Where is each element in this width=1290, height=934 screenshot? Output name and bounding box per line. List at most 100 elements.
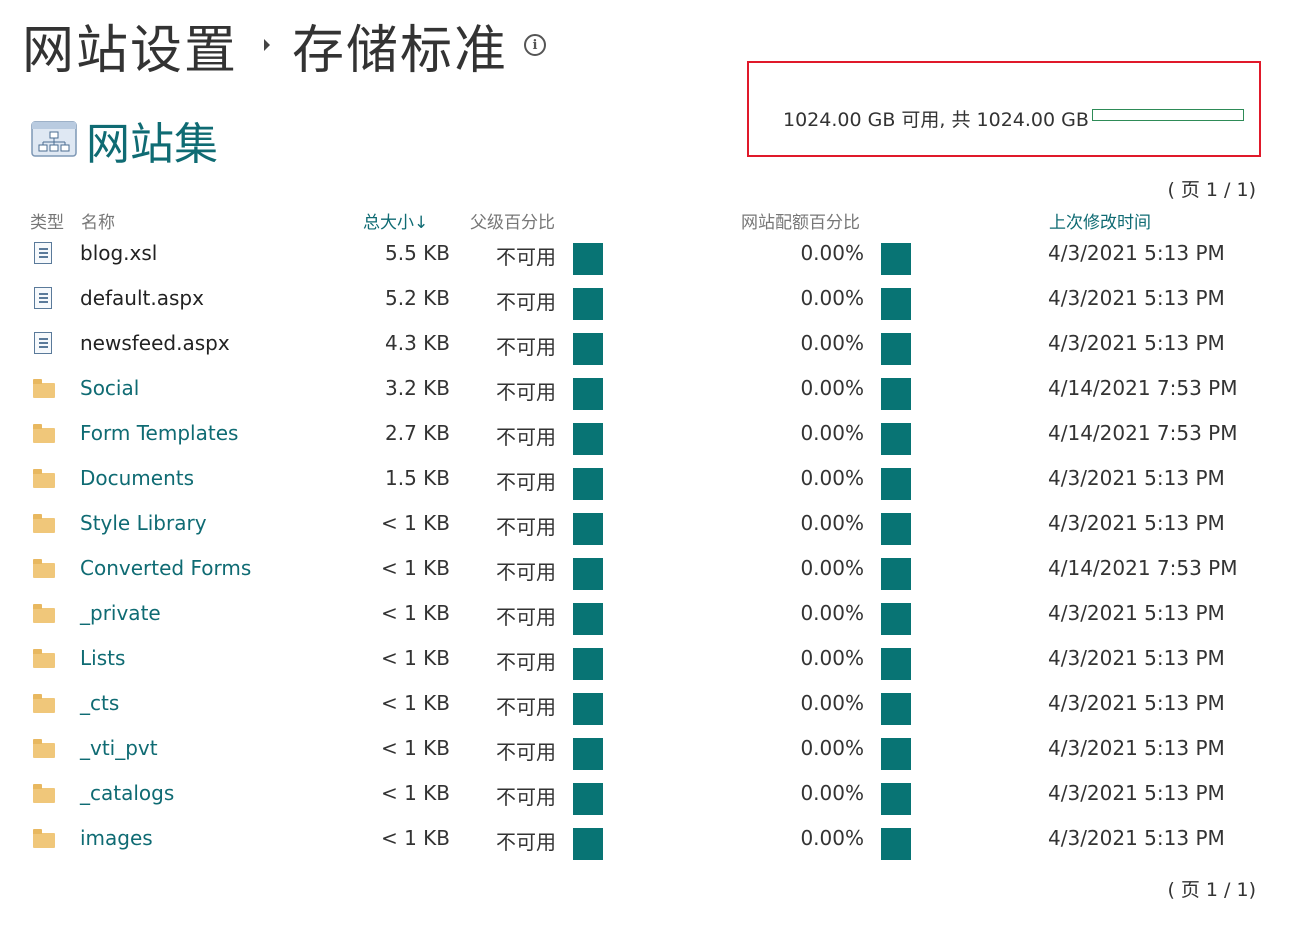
table-row: blog.xsl 5.5 KB 不可用 0.00% 4/3/2021 5:13 PM [0, 236, 1290, 281]
table-row: Converted Forms < 1 KB 不可用 0.00% 4/14/2021 7… [0, 551, 1290, 596]
table-row: _vti_pvt < 1 KB 不可用 0.00% 4/3/2021 5:13 PM [0, 731, 1290, 776]
quota-text: 1024.00 GB 可用, 共 1024.00 GB [783, 109, 1089, 131]
quota-percent-bar [881, 513, 911, 545]
table-row: _private < 1 KB 不可用 0.00% 4/3/2021 5:13 PM [0, 596, 1290, 641]
parent-percent-bar [573, 603, 603, 635]
column-header-type: 类型 [30, 213, 64, 233]
quota-percent-value: 0.00% [800, 691, 864, 715]
parent-percent-value: 不可用 [496, 605, 556, 629]
quota-percent-bar [881, 243, 911, 275]
document-icon [34, 332, 52, 354]
modified-date: 4/3/2021 5:13 PM [1048, 511, 1225, 535]
parent-percent-bar [573, 378, 603, 410]
parent-percent-bar [573, 783, 603, 815]
table-row: Social 3.2 KB 不可用 0.00% 4/14/2021 7:53 PM [0, 371, 1290, 416]
modified-date: 4/14/2021 7:53 PM [1048, 556, 1238, 580]
parent-percent-value: 不可用 [496, 695, 556, 719]
parent-percent-bar [573, 243, 603, 275]
folder-link[interactable]: Lists [80, 646, 126, 670]
quota-panel: 1024.00 GB 可用, 共 1024.00 GB [747, 61, 1261, 157]
quota-percent-bar [881, 288, 911, 320]
folder-link[interactable]: images [80, 826, 153, 850]
parent-percent-bar [573, 648, 603, 680]
quota-percent-bar [881, 423, 911, 455]
quota-percent-value: 0.00% [800, 601, 864, 625]
page-title: 网站设置 存储标准 i [22, 10, 547, 81]
quota-percent-bar [881, 333, 911, 365]
folder-icon [33, 604, 55, 623]
quota-percent-value: 0.00% [800, 826, 864, 850]
quota-percent-value: 0.00% [800, 511, 864, 535]
site-collection-title[interactable]: 网站集 [86, 119, 218, 170]
quota-percent-value: 0.00% [800, 646, 864, 670]
parent-percent-value: 不可用 [496, 290, 556, 314]
modified-date: 4/3/2021 5:13 PM [1048, 736, 1225, 760]
quota-percent-bar [881, 693, 911, 725]
folder-link[interactable]: Form Templates [80, 421, 239, 445]
folder-link[interactable]: Style Library [80, 511, 207, 535]
size-value: < 1 KB [380, 691, 450, 715]
modified-date: 4/3/2021 5:13 PM [1048, 646, 1225, 670]
quota-percent-bar [881, 558, 911, 590]
column-header-parent-percent: 父级百分比 [470, 213, 555, 233]
parent-percent-bar [573, 513, 603, 545]
quota-usage-bar [1092, 109, 1244, 121]
size-value: 2.7 KB [385, 421, 450, 445]
parent-percent-bar [573, 738, 603, 770]
quota-percent-value: 0.00% [800, 331, 864, 355]
folder-icon [33, 559, 55, 578]
quota-percent-value: 0.00% [800, 781, 864, 805]
file-name: blog.xsl [80, 241, 158, 265]
quota-percent-bar [881, 738, 911, 770]
quota-percent-value: 0.00% [800, 376, 864, 400]
breadcrumb-parent-link[interactable]: 网站设置 [22, 20, 239, 81]
folder-link[interactable]: _cts [80, 691, 120, 715]
folder-icon [33, 739, 55, 758]
breadcrumb-separator-icon [264, 39, 271, 51]
parent-percent-value: 不可用 [496, 380, 556, 404]
parent-percent-value: 不可用 [496, 650, 556, 674]
size-value: < 1 KB [380, 826, 450, 850]
folder-link[interactable]: _private [80, 601, 161, 625]
table-row: default.aspx 5.2 KB 不可用 0.00% 4/3/2021 5:13 … [0, 281, 1290, 326]
modified-date: 4/3/2021 5:13 PM [1048, 826, 1225, 850]
folder-link[interactable]: Social [80, 376, 140, 400]
folder-link[interactable]: _vti_pvt [80, 736, 158, 760]
parent-percent-value: 不可用 [496, 515, 556, 539]
modified-date: 4/3/2021 5:13 PM [1048, 466, 1225, 490]
quota-percent-value: 0.00% [800, 286, 864, 310]
document-icon [34, 242, 52, 264]
folder-link[interactable]: _catalogs [80, 781, 175, 805]
folder-icon [33, 649, 55, 668]
parent-percent-value: 不可用 [496, 785, 556, 809]
folder-link[interactable]: Documents [80, 466, 195, 490]
column-header-modified-sort[interactable]: 上次修改时间 [1049, 213, 1151, 233]
size-value: < 1 KB [380, 736, 450, 760]
size-value: 5.5 KB [385, 241, 450, 265]
folder-icon [33, 424, 55, 443]
folder-icon [33, 784, 55, 803]
parent-percent-bar [573, 828, 603, 860]
breadcrumb-current: 存储标准 [292, 20, 509, 81]
quota-percent-value: 0.00% [800, 736, 864, 760]
table-row: Style Library < 1 KB 不可用 0.00% 4/3/2021 5:13… [0, 506, 1290, 551]
folder-link[interactable]: Converted Forms [80, 556, 252, 580]
quota-percent-value: 0.00% [800, 421, 864, 445]
pager-bottom: ( 页 1 / 1) [1167, 879, 1256, 901]
size-value: < 1 KB [380, 511, 450, 535]
quota-percent-bar [881, 648, 911, 680]
modified-date: 4/3/2021 5:13 PM [1048, 331, 1225, 355]
parent-percent-value: 不可用 [496, 335, 556, 359]
site-collection-icon [31, 121, 77, 157]
parent-percent-value: 不可用 [496, 470, 556, 494]
quota-percent-value: 0.00% [800, 466, 864, 490]
quota-percent-bar [881, 603, 911, 635]
modified-date: 4/3/2021 5:13 PM [1048, 691, 1225, 715]
parent-percent-bar [573, 693, 603, 725]
column-header-size-sort[interactable]: 总大小↓ [363, 213, 429, 233]
parent-percent-value: 不可用 [496, 245, 556, 269]
info-icon[interactable]: i [524, 34, 547, 56]
table-row: _cts < 1 KB 不可用 0.00% 4/3/2021 5:13 PM [0, 686, 1290, 731]
table-row: Lists < 1 KB 不可用 0.00% 4/3/2021 5:13 PM [0, 641, 1290, 686]
parent-percent-value: 不可用 [496, 425, 556, 449]
